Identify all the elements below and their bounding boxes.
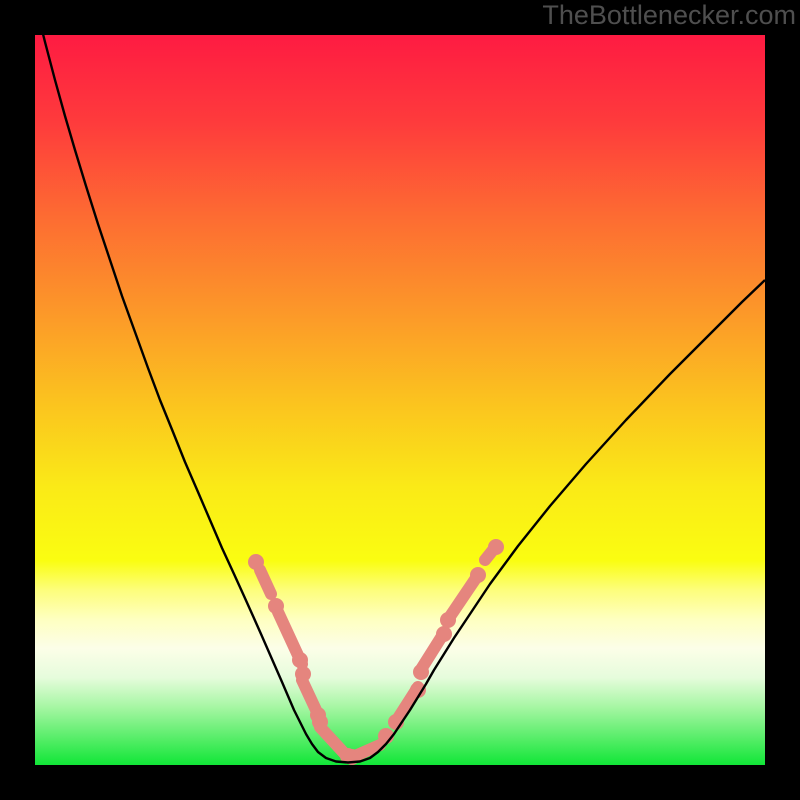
chart-frame: TheBottlenecker.com — [0, 0, 800, 800]
watermark-text: TheBottlenecker.com — [542, 0, 796, 31]
plot-gradient-background — [35, 35, 765, 765]
